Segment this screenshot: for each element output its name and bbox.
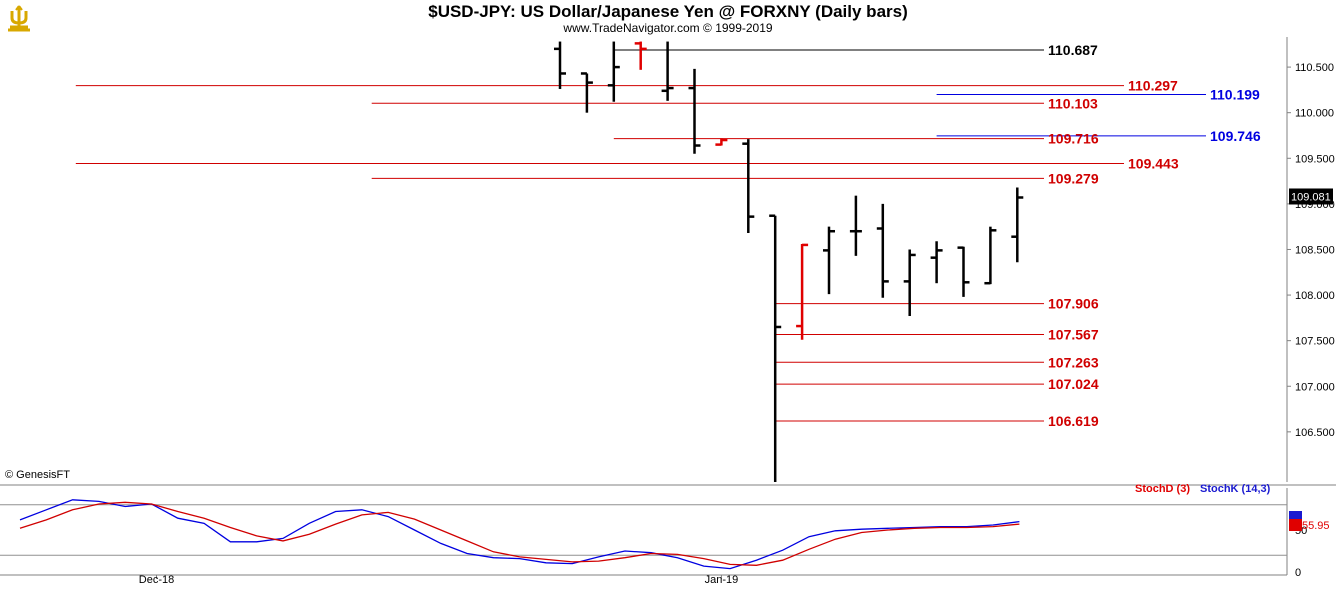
- ohlc-bar: [849, 195, 862, 256]
- stoch-line: [19, 501, 1020, 566]
- ohlc-bar: [1011, 187, 1024, 263]
- x-tick-label: Jan-19: [705, 574, 739, 586]
- ohlc-bar: [554, 41, 566, 89]
- price-tick-label: 108.000: [1295, 290, 1335, 302]
- stoch-reference-lines: [0, 504, 1287, 556]
- level-label: 107.906: [1048, 296, 1099, 312]
- stoch-series: [19, 499, 1020, 570]
- price-tick-label: 108.500: [1295, 244, 1335, 256]
- ohlc-bar: [876, 203, 889, 298]
- trident-logo-icon: [8, 5, 30, 32]
- stoch-last-value-marker: 55.95: [1289, 511, 1330, 532]
- level-label: 107.567: [1048, 327, 1099, 343]
- level-label: 109.443: [1128, 155, 1179, 171]
- level-label: 110.297: [1128, 78, 1178, 94]
- ohlc-bar: [580, 72, 593, 113]
- price-tick-label: 110.000: [1295, 108, 1334, 120]
- stoch-legend-entry: StochK (14,3): [1200, 483, 1271, 495]
- ohlc-bar: [742, 139, 755, 234]
- x-tick-label: Dec-18: [139, 574, 174, 586]
- level-label: 110.103: [1048, 95, 1098, 111]
- price-tick-label: 106.500: [1295, 427, 1335, 439]
- x-axis: Dec-18 Jan-19: [0, 574, 1287, 586]
- level-label: 107.263: [1048, 354, 1099, 370]
- ohlc-bar: [957, 246, 970, 297]
- stoch-line: [19, 499, 1020, 570]
- price-levels: 110.687 110.297 110.103 110.199 109.746 109.7…: [75, 42, 1261, 429]
- ohlc-bar: [607, 41, 620, 102]
- ohlc-bar: [769, 214, 782, 482]
- stoch-legend: StochD (3) StochK (14,3): [1135, 483, 1271, 495]
- level-label: 107.024: [1048, 376, 1099, 392]
- last-price-label: 109.081: [1291, 191, 1331, 203]
- price-tick-label: 107.000: [1295, 381, 1335, 393]
- ohlc-bar: [930, 241, 943, 284]
- level-label: 106.619: [1048, 413, 1099, 429]
- price-tick-label: 107.500: [1295, 336, 1335, 348]
- level-label: 110.687: [1048, 42, 1098, 58]
- chart-subtitle: www.TradeNavigator.com © 1999-2019: [563, 21, 773, 35]
- ohlc-bar: [715, 138, 728, 146]
- level-label: 109.279: [1048, 170, 1099, 186]
- chart-title: $USD-JPY: US Dollar/Japanese Yen @ FORXN…: [428, 2, 908, 21]
- ohlc-bar: [796, 243, 809, 340]
- price-axis-ticks: 106.500 107.000 107.500 108.000 108.500 109.0…: [1287, 62, 1335, 439]
- title-bar: $USD-JPY: US Dollar/Japanese Yen @ FORXN…: [0, 0, 1336, 36]
- stoch-d-marker: [1289, 519, 1302, 532]
- level-label: 109.716: [1048, 131, 1099, 147]
- stoch-k-marker: [1289, 511, 1302, 520]
- copyright-text: © GenesisFT: [5, 469, 70, 481]
- price-tick-label: 109.500: [1295, 153, 1335, 165]
- stoch-last-label: 55.95: [1302, 520, 1330, 532]
- ohlc-bar: [688, 68, 701, 154]
- ohlc-bar: [984, 226, 997, 285]
- ohlc-bar: [661, 41, 674, 101]
- ohlc-bar: [903, 249, 916, 317]
- stochastic-panel: 050 StochD (3) StochK (14,3) 55.95: [0, 483, 1330, 579]
- ohlc-bar: [823, 226, 835, 295]
- price-bars: [554, 41, 1024, 482]
- last-price-marker: 109.081: [1289, 188, 1333, 205]
- price-panel: 106.500 107.000 107.500 108.000 108.500 109.0…: [0, 37, 1336, 486]
- level-label: 110.199: [1210, 87, 1260, 103]
- stoch-legend-entry: StochD (3): [1135, 483, 1190, 495]
- stoch-tick-label: 0: [1295, 567, 1301, 579]
- price-tick-label: 110.500: [1295, 62, 1334, 74]
- stoch-axis-ticks: 050: [1295, 525, 1307, 579]
- last-price-box: [1289, 188, 1333, 205]
- level-label: 109.746: [1210, 128, 1261, 144]
- ohlc-bar: [634, 41, 647, 70]
